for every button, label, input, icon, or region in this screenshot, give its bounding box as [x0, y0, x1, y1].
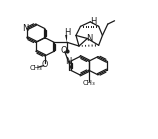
Polygon shape	[65, 35, 67, 42]
Text: CH₃: CH₃	[30, 65, 42, 71]
Text: CH₃: CH₃	[82, 80, 95, 86]
Text: N: N	[22, 24, 28, 33]
Text: N: N	[86, 34, 93, 43]
Text: H: H	[64, 28, 71, 37]
Text: N: N	[65, 57, 72, 65]
Text: H: H	[90, 17, 97, 26]
Text: O: O	[42, 60, 48, 69]
Text: O: O	[61, 46, 67, 55]
